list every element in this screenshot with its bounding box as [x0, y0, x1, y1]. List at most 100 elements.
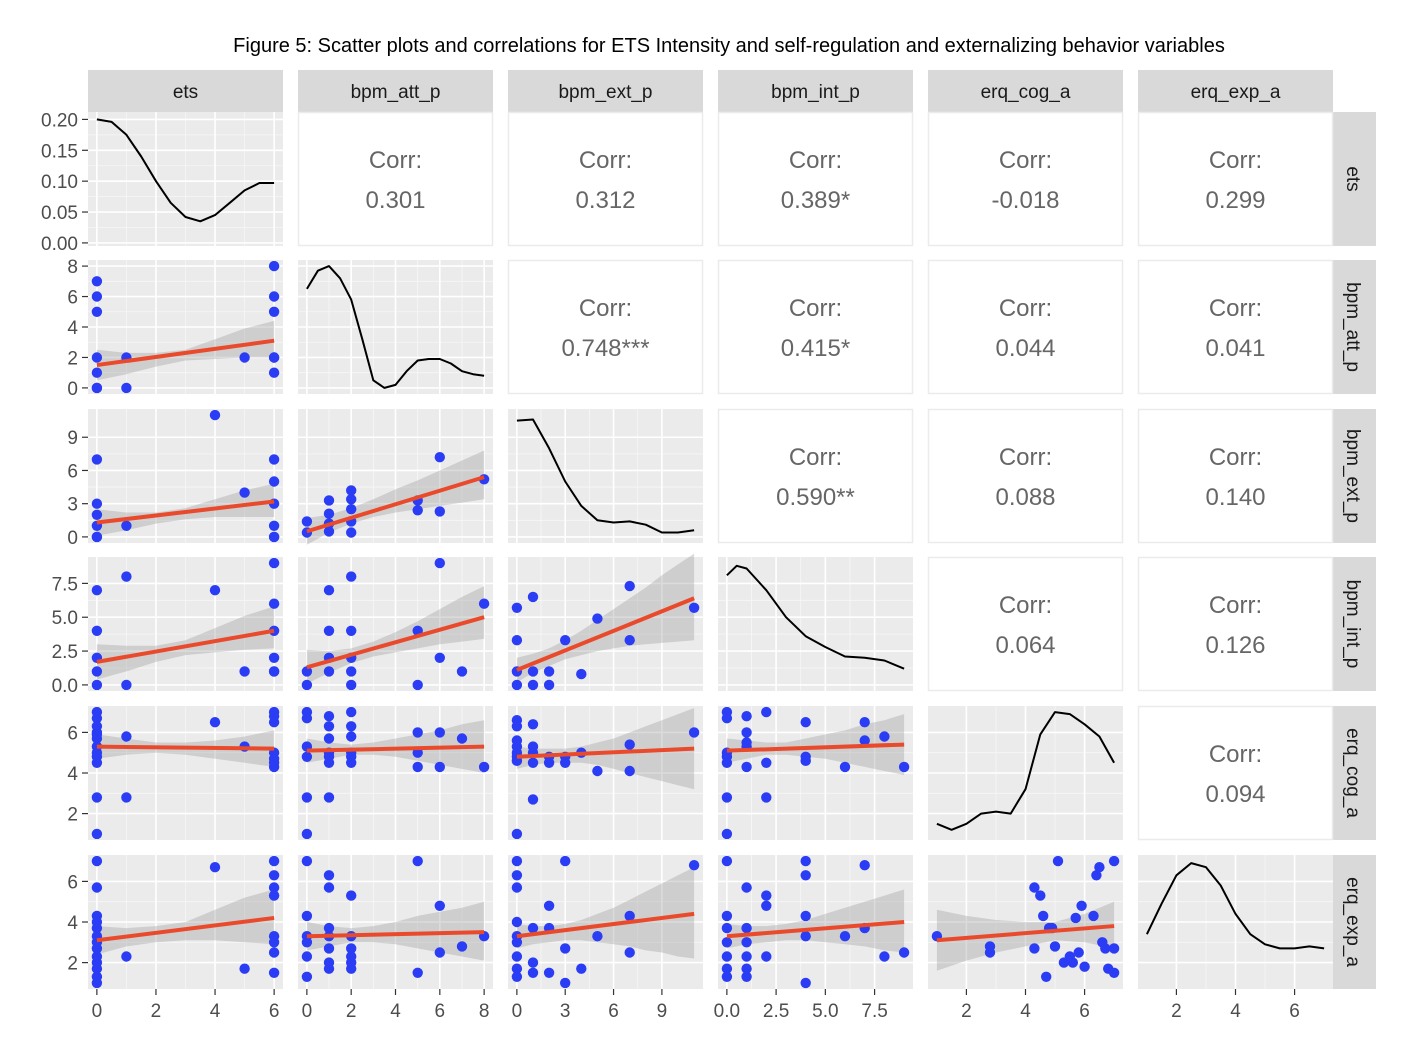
- column-label-bpm_ext_p: bpm_ext_p: [558, 82, 652, 103]
- regression-line: [306, 744, 485, 753]
- data-point: [527, 757, 539, 768]
- y-tick-label: 0.00: [41, 234, 78, 255]
- data-point: [239, 352, 250, 363]
- x-tick-label: 0: [302, 1001, 313, 1022]
- x-tick-label: 4: [1020, 1001, 1031, 1022]
- x-tick-label: 2: [1171, 1001, 1182, 1022]
- data-point: [323, 943, 335, 954]
- data-point: [209, 585, 221, 596]
- corr-panel: [717, 111, 914, 247]
- regression-line: [516, 911, 695, 939]
- data-point: [268, 706, 280, 718]
- data-point: [527, 591, 539, 603]
- data-point: [91, 910, 103, 922]
- data-point: [456, 733, 468, 744]
- data-point: [721, 963, 733, 974]
- corr-panel: [717, 408, 914, 544]
- regression-line: [96, 628, 275, 664]
- data-point: [688, 727, 700, 738]
- data-point: [721, 910, 733, 922]
- data-point: [511, 679, 523, 691]
- x-tick-label: 6: [608, 1001, 619, 1022]
- column-strip-bpm_ext_p: [508, 70, 703, 112]
- confidence-band: [96, 606, 275, 680]
- data-point: [898, 761, 910, 773]
- y-tick-label: 0: [67, 528, 78, 549]
- data-point: [323, 711, 335, 722]
- data-point: [434, 947, 445, 958]
- data-point: [624, 635, 635, 646]
- data-point: [91, 531, 103, 543]
- data-point: [209, 862, 221, 873]
- data-point: [91, 454, 103, 465]
- data-point: [592, 613, 603, 624]
- data-point: [721, 855, 733, 867]
- data-point: [1094, 862, 1105, 873]
- data-point: [91, 706, 103, 718]
- data-point: [121, 792, 132, 803]
- x-tick-label: 0: [92, 1001, 103, 1022]
- data-point: [323, 666, 335, 677]
- data-point: [268, 666, 280, 677]
- data-point: [268, 352, 280, 363]
- data-point: [91, 509, 103, 520]
- x-tick-label: 6: [1079, 1001, 1090, 1022]
- data-point: [456, 666, 468, 677]
- data-point: [91, 855, 103, 867]
- data-point: [91, 306, 103, 317]
- data-point: [346, 706, 357, 718]
- y-tick-label: 6: [67, 288, 78, 309]
- data-point: [741, 951, 752, 962]
- x-tick-label: 8: [479, 1001, 490, 1022]
- data-point: [511, 963, 523, 974]
- corr-panel: [927, 111, 1124, 247]
- data-point: [511, 855, 523, 867]
- row-strip-bpm_att_p: [1332, 260, 1376, 394]
- y-tick-label: 0: [67, 379, 78, 400]
- x-tick-label: 5.0: [812, 1001, 838, 1022]
- x-tick-label: 2: [151, 1001, 162, 1022]
- data-point: [268, 531, 280, 543]
- y-tick-label: 3: [67, 495, 78, 516]
- data-point: [879, 951, 890, 962]
- data-point: [346, 485, 357, 496]
- y-tick-label: 6: [67, 723, 78, 744]
- data-point: [1088, 910, 1099, 922]
- x-tick-label: 0: [512, 1001, 523, 1022]
- corr-value: 0.094: [1205, 781, 1265, 808]
- data-point: [511, 715, 523, 726]
- row-strip-erq_cog_a: [1332, 706, 1376, 840]
- data-point: [239, 963, 250, 974]
- x-tick-label: 4: [390, 1001, 401, 1022]
- data-point: [624, 765, 635, 777]
- data-point: [346, 571, 357, 582]
- data-point: [560, 977, 571, 989]
- column-label-erq_exp_a: erq_exp_a: [1191, 82, 1281, 103]
- data-point: [1108, 943, 1120, 954]
- data-point: [1079, 961, 1090, 972]
- y-tick-label: 2: [67, 954, 78, 975]
- data-point: [91, 625, 103, 636]
- confidence-band: [726, 714, 905, 775]
- corr-label: Corr:: [789, 295, 842, 322]
- corr-label: Corr:: [999, 147, 1052, 174]
- data-point: [301, 951, 313, 962]
- data-point: [301, 516, 313, 527]
- data-point: [511, 951, 523, 962]
- y-tick-label: 6: [67, 872, 78, 893]
- density-curve-bpm_att_p: [306, 265, 485, 389]
- data-point: [301, 792, 313, 803]
- x-tick-label: 2: [961, 1001, 972, 1022]
- data-point: [1108, 967, 1120, 978]
- data-point: [91, 792, 103, 803]
- data-point: [323, 495, 335, 506]
- y-tick-label: 0.05: [41, 203, 78, 224]
- data-point: [434, 506, 445, 517]
- data-point: [239, 666, 250, 677]
- data-point: [346, 504, 357, 515]
- data-point: [527, 679, 539, 691]
- data-point: [301, 751, 313, 762]
- data-point: [761, 706, 772, 718]
- panel-background: [508, 557, 703, 691]
- data-point: [839, 761, 851, 773]
